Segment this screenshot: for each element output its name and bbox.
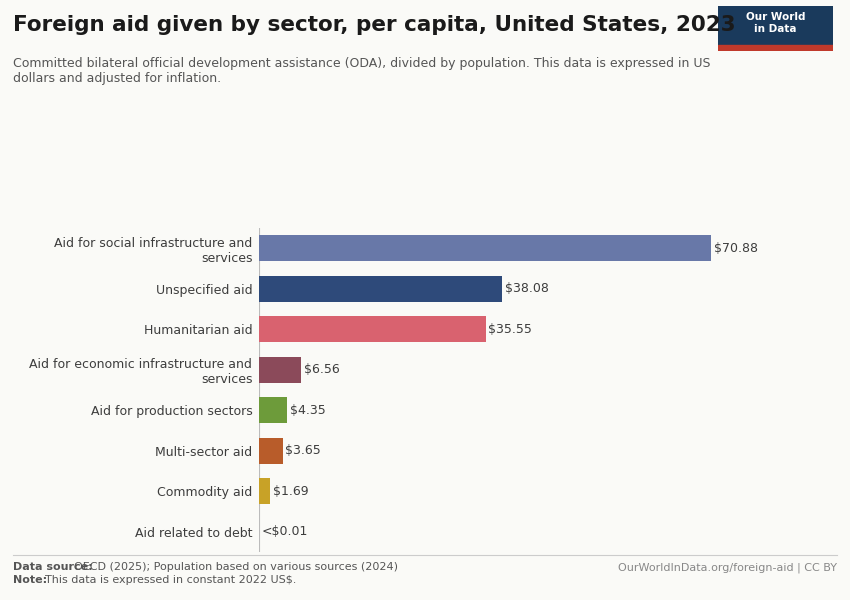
- Text: OurWorldInData.org/foreign-aid | CC BY: OurWorldInData.org/foreign-aid | CC BY: [618, 562, 837, 572]
- Bar: [718, 45, 833, 51]
- Text: $1.69: $1.69: [273, 485, 309, 498]
- Text: Foreign aid given by sector, per capita, United States, 2023: Foreign aid given by sector, per capita,…: [13, 15, 735, 35]
- Text: Our World
in Data: Our World in Data: [746, 12, 805, 34]
- Text: $70.88: $70.88: [714, 242, 757, 255]
- Bar: [259, 397, 287, 424]
- Text: $38.08: $38.08: [505, 282, 548, 295]
- Bar: [259, 478, 270, 505]
- Text: Data source:: Data source:: [13, 562, 96, 572]
- Text: This data is expressed in constant 2022 US$.: This data is expressed in constant 2022 …: [45, 575, 297, 585]
- Bar: [259, 275, 502, 302]
- Text: <$0.01: <$0.01: [262, 525, 309, 538]
- Text: Committed bilateral official development assistance (ODA), divided by population: Committed bilateral official development…: [13, 57, 711, 85]
- Bar: [259, 316, 486, 343]
- Text: OECD (2025); Population based on various sources (2024): OECD (2025); Population based on various…: [74, 562, 398, 572]
- Text: $4.35: $4.35: [290, 404, 326, 417]
- Text: $6.56: $6.56: [303, 363, 339, 376]
- Bar: [259, 235, 711, 262]
- Text: $3.65: $3.65: [285, 444, 320, 457]
- Text: Note:: Note:: [13, 575, 51, 585]
- Text: $35.55: $35.55: [489, 323, 532, 336]
- Bar: [259, 437, 282, 464]
- Bar: [259, 356, 301, 383]
